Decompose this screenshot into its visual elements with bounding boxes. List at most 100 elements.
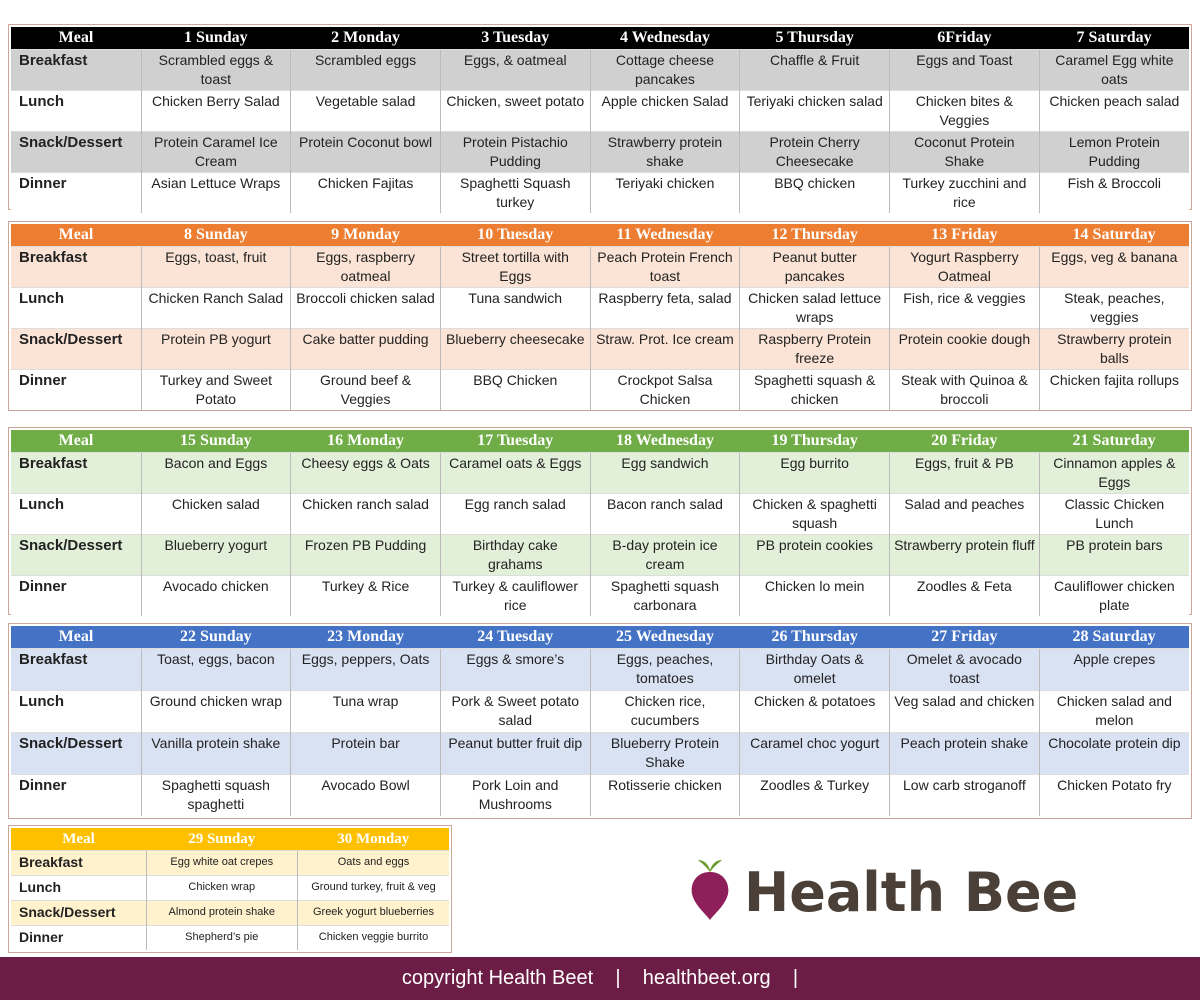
meal-cell: Steak with Quinoa & broccoli bbox=[889, 369, 1040, 410]
meal-cell: Protein Coconut bowl bbox=[290, 131, 441, 173]
meal-cell: Broccoli chicken salad bbox=[290, 287, 441, 329]
meal-cell: Chicken & spaghetti squash bbox=[739, 493, 890, 535]
meal-cell: Vanilla protein shake bbox=[140, 732, 291, 775]
meal-cell: PB protein cookies bbox=[739, 534, 890, 576]
header-cell: Meal bbox=[58, 628, 94, 645]
meal-cell: Spaghetti squash carbonara bbox=[589, 575, 740, 616]
meal-cell: Scrambled eggs & toast bbox=[140, 49, 291, 91]
meal-cell: BBQ Chicken bbox=[439, 369, 591, 410]
header-cell: 26 Thursday bbox=[771, 628, 858, 645]
meal-cell: Eggs, peppers, Oats bbox=[290, 648, 441, 691]
header-cell: 18 Wednesday bbox=[615, 432, 714, 449]
meal-label: Snack/Dessert bbox=[11, 732, 141, 775]
meal-cell: Eggs, toast, fruit bbox=[140, 246, 291, 288]
meal-cell: Birthday Oats & omelet bbox=[739, 648, 890, 691]
header-cell: 15 Sunday bbox=[180, 432, 252, 449]
meal-cell: Straw. Prot. Ice cream bbox=[589, 328, 740, 370]
meal-label: Dinner bbox=[11, 925, 146, 950]
meal-cell: Protein Pistachio Pudding bbox=[439, 131, 591, 173]
meal-cell: Apple crepes bbox=[1038, 648, 1189, 691]
meal-label: Snack/Dessert bbox=[11, 131, 141, 173]
meal-label: Dinner bbox=[11, 369, 141, 410]
header-cell: 20 Friday bbox=[931, 432, 998, 449]
week-table: Meal 15 Sunday 16 Monday 17 Tuesday 18 Wedne… bbox=[8, 427, 1192, 616]
meal-cell: Chicken salad lettuce wraps bbox=[739, 287, 890, 329]
meal-row: Dinner Asian Lettuce Wraps Chicken Fajitas… bbox=[11, 172, 1189, 213]
meal-label: Breakfast bbox=[11, 648, 141, 691]
meal-cell: Chicken Ranch Salad bbox=[140, 287, 291, 329]
header-cell: 22 Sunday bbox=[180, 628, 252, 645]
meal-row: Snack/Dessert Blueberry yogurt Frozen PB P… bbox=[11, 534, 1189, 576]
meal-cell: Teriyaki chicken salad bbox=[739, 90, 890, 132]
meal-label: Lunch bbox=[11, 690, 141, 733]
meal-cell: Protein bar bbox=[290, 732, 441, 775]
meal-cell: Bacon ranch salad bbox=[589, 493, 740, 535]
meal-row: Lunch Chicken Berry Salad Vegetable salad C… bbox=[11, 90, 1189, 132]
header-cell: 23 Monday bbox=[327, 628, 404, 645]
meal-cell: Fish & Broccoli bbox=[1038, 172, 1189, 213]
meal-cell: Zoodles & Feta bbox=[889, 575, 1040, 616]
meal-cell: Chicken, sweet potato bbox=[439, 90, 591, 132]
logo: Health Beet bbox=[691, 860, 1078, 922]
meal-cell: Eggs, veg & banana bbox=[1038, 246, 1189, 288]
meal-label: Dinner bbox=[11, 774, 141, 816]
meal-label: Breakfast bbox=[11, 452, 141, 494]
meal-cell: Chicken Potato fry bbox=[1038, 774, 1189, 816]
meal-cell: Avocado chicken bbox=[140, 575, 291, 616]
meal-cell: Peach protein shake bbox=[889, 732, 1040, 775]
meal-cell: Pork Loin and Mushrooms bbox=[439, 774, 591, 816]
meal-cell: Spaghetti squash spaghetti bbox=[140, 774, 291, 816]
meal-cell: Toast, eggs, bacon bbox=[140, 648, 291, 691]
meal-cell: Crockpot Salsa Chicken bbox=[589, 369, 740, 410]
header-cell: 28 Saturday bbox=[1072, 628, 1156, 645]
meal-cell: Peach Protein French toast bbox=[589, 246, 740, 288]
meal-cell: Eggs, & oatmeal bbox=[439, 49, 591, 91]
header-cell: 29 Sunday bbox=[188, 830, 256, 847]
meal-cell: Chocolate protein dip bbox=[1038, 732, 1189, 775]
header-row: Meal 29 Sunday 30 Monday bbox=[11, 828, 449, 851]
table: Meal 1 Sunday 2 Monday 3 Tuesday 4 Wednesday… bbox=[11, 27, 1189, 213]
header-row: Meal 22 Sunday 23 Monday 24 Tuesday 25 Wedne… bbox=[11, 626, 1189, 649]
meal-cell: Tuna sandwich bbox=[439, 287, 591, 329]
meal-cell: Protein Cherry Cheesecake bbox=[739, 131, 890, 173]
header-cell: 10 Tuesday bbox=[477, 226, 554, 243]
week-table: Meal 1 Sunday 2 Monday 3 Tuesday 4 Wednesday… bbox=[8, 24, 1192, 213]
meal-cell: Scrambled eggs bbox=[290, 49, 441, 91]
header-cell: 14 Saturday bbox=[1072, 226, 1156, 243]
meal-cell: Protein Caramel Ice Cream bbox=[140, 131, 291, 173]
header-cell: 16 Monday bbox=[327, 432, 404, 449]
meal-cell: Turkey & cauliflower rice bbox=[439, 575, 591, 616]
meal-row: Dinner Avocado chicken Turkey & Rice Turkey… bbox=[11, 575, 1189, 616]
meal-label: Lunch bbox=[11, 287, 141, 329]
meal-cell: Protein cookie dough bbox=[889, 328, 1040, 370]
meal-cell: Chicken rice, cucumbers bbox=[589, 690, 740, 733]
meal-cell: Chicken lo mein bbox=[739, 575, 890, 616]
header-row: Meal 8 Sunday 9 Monday 10 Tuesday 11 Wednesd… bbox=[11, 224, 1189, 247]
meal-cell: Blueberry Protein Shake bbox=[589, 732, 740, 775]
meal-cell: Greek yogurt blueberries bbox=[297, 900, 449, 926]
meal-cell: Frozen PB Pudding bbox=[290, 534, 441, 576]
header-cell: 3 Tuesday bbox=[481, 29, 550, 46]
meal-label: Dinner bbox=[11, 575, 141, 616]
meal-cell: Chicken & potatoes bbox=[739, 690, 890, 733]
meal-cell: Egg burrito bbox=[739, 452, 890, 494]
table: Meal 15 Sunday 16 Monday 17 Tuesday 18 Wedne… bbox=[11, 430, 1189, 616]
meal-cell: Caramel Egg white oats bbox=[1038, 49, 1189, 91]
header-cell: Meal bbox=[58, 29, 94, 46]
header-row: Meal 1 Sunday 2 Monday 3 Tuesday 4 Wednesday… bbox=[11, 27, 1189, 50]
header-row: Meal 15 Sunday 16 Monday 17 Tuesday 18 Wedne… bbox=[11, 430, 1189, 453]
meal-cell: Eggs, fruit & PB bbox=[889, 452, 1040, 494]
meal-cell: Pork & Sweet potato salad bbox=[439, 690, 591, 733]
meal-cell: Chicken salad and melon bbox=[1038, 690, 1189, 733]
header-cell: 7 Saturday bbox=[1076, 29, 1152, 46]
meal-cell: Steak, peaches, veggies bbox=[1038, 287, 1189, 329]
meal-cell: Strawberry protein fluff bbox=[889, 534, 1040, 576]
header-cell: 21 Saturday bbox=[1072, 432, 1156, 449]
meal-cell: Shepherd’s pie bbox=[145, 925, 298, 950]
meal-row: Snack/Dessert Protein PB yogurt Cake batte… bbox=[11, 328, 1189, 370]
header-cell: 2 Monday bbox=[331, 29, 400, 46]
header-cell: 13 Friday bbox=[931, 226, 998, 243]
meal-cell: Raspberry feta, salad bbox=[589, 287, 740, 329]
meal-row: Snack/Dessert Protein Caramel Ice Cream Pr… bbox=[11, 131, 1189, 173]
